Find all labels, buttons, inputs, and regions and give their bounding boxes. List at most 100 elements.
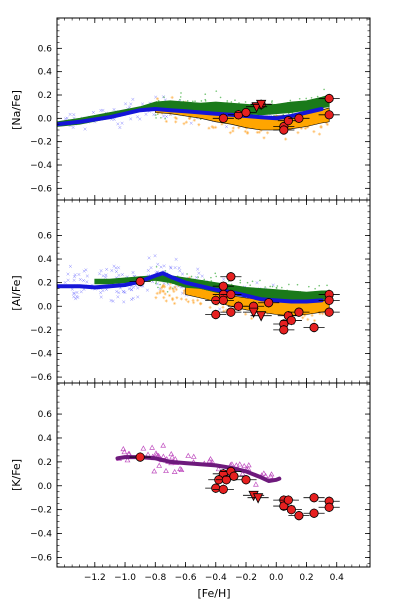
field-star-orange — [182, 122, 186, 126]
field-star-green — [298, 97, 301, 100]
field-star-green — [288, 283, 290, 286]
field-star-orange — [173, 116, 177, 120]
xtick-label: −0.8 — [144, 573, 166, 583]
field-star-orange — [250, 316, 254, 320]
field-star-blue — [81, 278, 86, 283]
field-star-orange — [160, 286, 164, 290]
ytick-label: 0.0 — [38, 302, 53, 312]
field-star-green — [164, 270, 167, 272]
field-star-orange — [259, 128, 263, 132]
field-star-blue — [194, 275, 198, 280]
field-star-orange — [173, 285, 177, 289]
field-star-orange — [296, 131, 300, 135]
field-star-orange — [255, 130, 259, 134]
xtick-label: 0.2 — [299, 573, 313, 583]
field-star-orange — [310, 313, 314, 317]
field-star-blue — [83, 127, 87, 131]
field-star-orange — [168, 287, 172, 291]
field-star-orange — [169, 281, 173, 285]
field-star-green — [226, 100, 229, 102]
field-star-orange — [171, 287, 175, 292]
star-point — [283, 495, 293, 505]
field-star-orange — [262, 136, 266, 140]
field-star-green — [326, 284, 328, 287]
field-star-blue — [147, 256, 151, 260]
field-star-orange — [237, 126, 241, 130]
field-star-orange — [191, 301, 196, 305]
star-point — [241, 475, 251, 485]
field-star-blue — [71, 125, 75, 129]
field-star-orange — [197, 123, 201, 127]
ytick-label: 0.6 — [38, 231, 53, 241]
field-star-orange — [301, 316, 305, 320]
field-star-orange — [155, 291, 159, 295]
ytick-label: 0.6 — [38, 410, 53, 420]
field-star-orange — [318, 311, 322, 316]
field-star-triangle — [163, 467, 169, 474]
field-star-green — [310, 96, 313, 99]
field-star-blue — [99, 269, 103, 273]
field-star-triangle — [267, 473, 274, 479]
field-star-triangle — [160, 442, 167, 448]
field-star-orange — [319, 125, 323, 129]
field-star-blue — [78, 277, 82, 282]
field-star-orange — [162, 285, 167, 289]
plot-area — [57, 88, 330, 141]
field-star-triangle — [156, 462, 163, 468]
field-star-blue — [146, 268, 150, 272]
field-star-blue — [72, 291, 76, 295]
ytick-label: −0.4 — [30, 349, 52, 359]
field-star-blue — [99, 295, 103, 299]
star-point — [324, 110, 334, 120]
field-star-blue — [164, 114, 169, 119]
field-star-orange — [196, 298, 200, 302]
field-star-orange — [306, 125, 310, 129]
ytick-label: 0.2 — [38, 91, 52, 101]
field-star-orange — [324, 121, 328, 125]
ytick-label: −0.4 — [30, 530, 52, 540]
field-star-orange — [220, 122, 224, 126]
field-star-orange — [305, 125, 309, 129]
field-star-green — [163, 96, 165, 98]
field-star-blue — [104, 275, 108, 279]
field-star-green — [159, 283, 161, 286]
ytick-label: 0.4 — [38, 255, 53, 265]
field-star-triangle — [239, 470, 246, 476]
field-star-triangle — [260, 470, 267, 476]
field-star-triangle — [207, 455, 214, 462]
field-star-blue — [155, 282, 160, 286]
field-star-orange — [198, 301, 203, 305]
field-star-orange — [187, 276, 191, 280]
field-star-green — [264, 286, 266, 288]
field-star-blue — [159, 265, 163, 269]
panel-al: −0.6 −0.4 −0.2 0.0 0.2 0.4 0.6 — [30, 199, 371, 384]
field-star-triangle — [185, 452, 192, 458]
ytick-label: 0.0 — [38, 482, 53, 492]
field-star-orange — [191, 298, 195, 302]
field-star-blue — [131, 285, 136, 289]
star-point — [286, 505, 296, 515]
ytick-label: 0.2 — [38, 279, 52, 289]
field-star-blue — [123, 102, 128, 106]
field-star-orange — [172, 289, 176, 294]
field-star-blue — [65, 116, 69, 120]
field-star-green — [234, 99, 236, 101]
field-star-orange — [170, 95, 174, 100]
star-point — [211, 309, 221, 320]
field-star-orange — [317, 132, 322, 136]
field-star-blue — [116, 122, 120, 126]
ytick-label: 0.6 — [38, 44, 53, 54]
field-star-triangle — [149, 444, 156, 450]
ytick-label: 0.4 — [38, 434, 53, 444]
field-star-green — [157, 99, 160, 102]
field-star-blue — [135, 115, 140, 119]
field-star-blue — [140, 102, 145, 106]
field-star-blue — [117, 291, 121, 295]
field-star-green — [316, 95, 319, 98]
xtick-label: −0.4 — [205, 573, 227, 583]
field-star-green — [249, 284, 252, 286]
field-star-blue — [85, 274, 89, 278]
field-star-orange — [207, 126, 211, 130]
star-point — [324, 502, 334, 512]
field-star-blue — [110, 268, 114, 273]
